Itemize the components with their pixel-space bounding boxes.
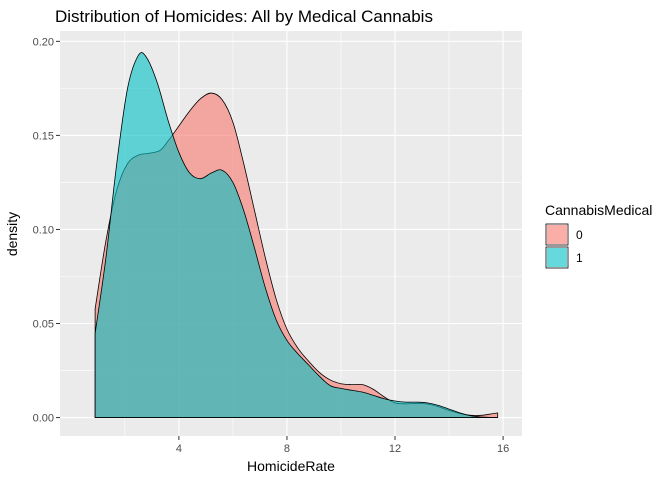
x-axis-title: HomicideRate (247, 458, 335, 474)
y-tick-label-3: 0.15 (33, 130, 54, 142)
series-layer (94, 52, 499, 418)
y-tick-label-2: 0.10 (33, 224, 54, 236)
x-tick-label-1: 8 (284, 443, 290, 455)
y-tick-label-0: 0.00 (33, 413, 54, 425)
x-tick-label-2: 12 (389, 443, 401, 455)
legend-label-1: 1 (576, 251, 583, 265)
legend-label-0: 0 (576, 228, 583, 242)
legend: CannabisMedical 0 1 (545, 202, 652, 269)
y-tick-label-4: 0.20 (33, 36, 54, 48)
legend-swatch-1 (547, 248, 567, 267)
x-tick-label-0: 4 (176, 443, 182, 455)
density-area-1 (94, 52, 499, 418)
x-tick-label-3: 16 (497, 443, 509, 455)
y-tick-label-1: 0.05 (33, 319, 54, 331)
legend-swatch-0 (547, 225, 567, 244)
legend-title: CannabisMedical (545, 202, 652, 218)
y-axis: 0.00 0.05 0.10 0.15 0.20 (33, 36, 60, 425)
y-axis-title: density (4, 212, 20, 256)
chart-title: Distribution of Homicides: All by Medica… (55, 7, 433, 26)
x-axis: 4 8 12 16 (176, 436, 509, 455)
